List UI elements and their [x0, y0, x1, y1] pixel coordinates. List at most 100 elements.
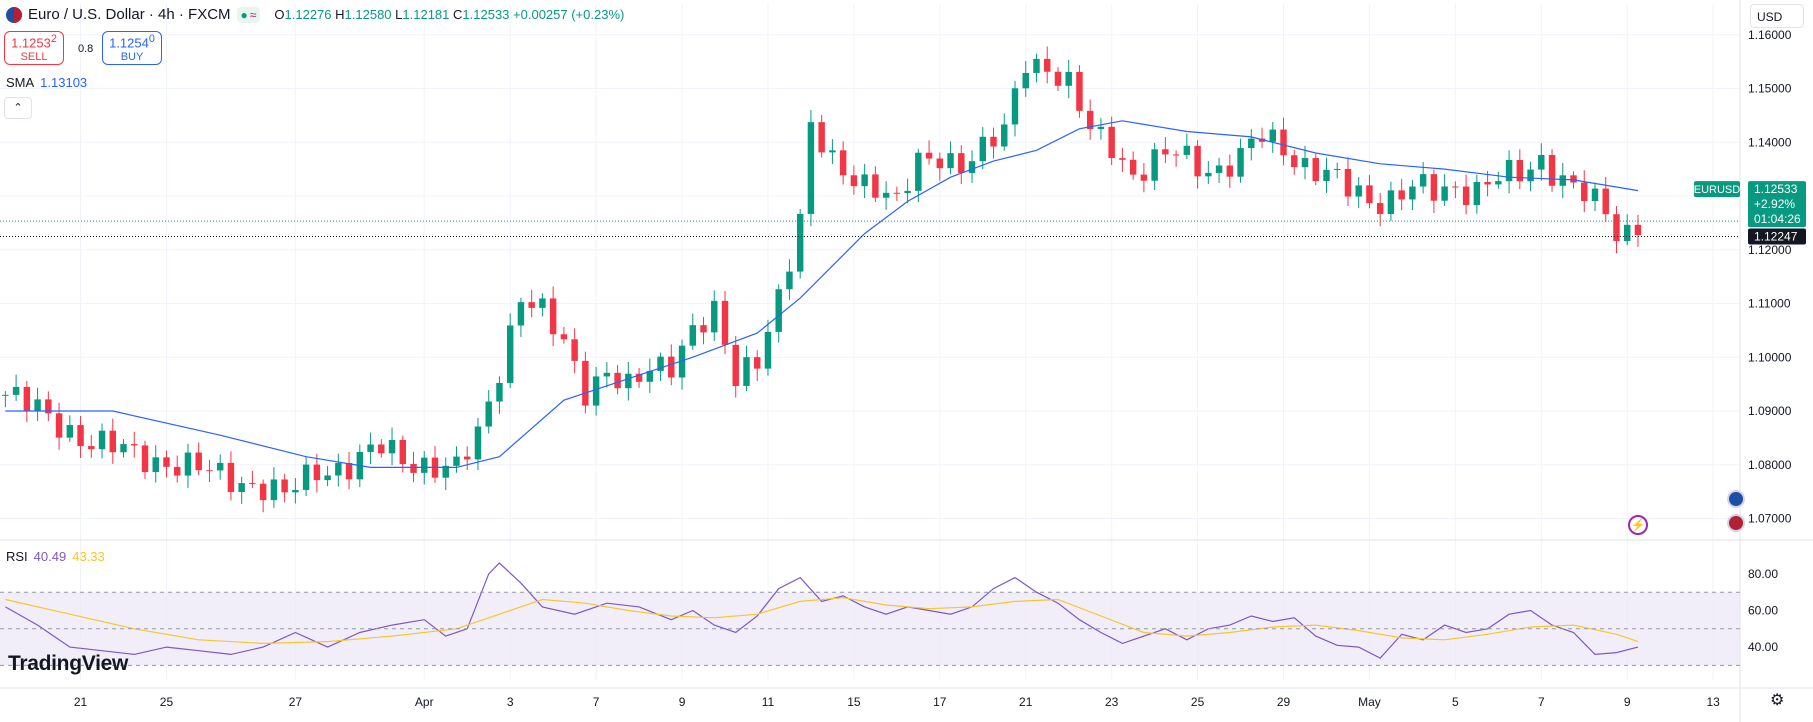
candle-body — [743, 357, 750, 386]
candle-body — [1044, 58, 1051, 72]
candle-body — [1183, 145, 1191, 155]
candle-body — [388, 439, 396, 454]
candle-body — [936, 158, 944, 169]
time-tick-label: 9 — [679, 695, 686, 709]
candle-body — [1355, 185, 1362, 197]
candle-body — [1119, 158, 1126, 160]
candle-body — [120, 444, 127, 453]
rsi-legend[interactable]: RSI 40.49 43.33 — [6, 549, 105, 564]
candle-body — [1033, 58, 1040, 73]
candle-body — [839, 150, 847, 176]
candle-body — [549, 298, 557, 335]
spread-value: 0.8 — [78, 43, 94, 55]
candle-body — [904, 190, 911, 194]
candle-body — [281, 479, 288, 493]
candle-body — [1516, 159, 1524, 182]
gear-icon[interactable]: ⚙ — [1770, 692, 1785, 709]
candle-body — [506, 325, 514, 383]
price-tick-label: 1.15000 — [1748, 82, 1792, 96]
candle-body — [1559, 175, 1566, 186]
candle-body — [1538, 155, 1545, 170]
candle-body — [1452, 186, 1459, 188]
candle-body — [614, 372, 621, 389]
currency-selector[interactable]: USD — [1750, 4, 1804, 28]
candle-body — [399, 439, 406, 464]
candle-body — [958, 153, 965, 173]
price-tick-label: 1.10000 — [1748, 350, 1792, 364]
price-tick-label: 1.14000 — [1748, 135, 1792, 149]
candle-body — [1581, 182, 1588, 202]
price-tags: EURUSD 1.12533+2.92%01:04:26 1.12247 — [0, 181, 1806, 245]
candle-body — [324, 475, 331, 481]
symbol-title[interactable]: Euro / U.S. Dollar · 4h · FXCM — [28, 6, 231, 23]
flash-icon[interactable]: ⚡ — [1628, 515, 1648, 535]
sell-button[interactable]: 1.12532 SELL — [4, 31, 64, 65]
candle-body — [216, 462, 224, 471]
candle-body — [1613, 214, 1620, 242]
last-price-tag-text: 1.12533 — [1754, 182, 1798, 196]
candle-body — [292, 489, 299, 493]
candle-body — [796, 213, 804, 272]
eu-event-icon[interactable] — [1727, 490, 1745, 508]
time-tick-label: 25 — [160, 695, 174, 709]
time-tick-label: 3 — [507, 695, 514, 709]
candle-body — [131, 444, 138, 446]
candle-body — [313, 464, 321, 481]
candle-body — [1591, 188, 1599, 202]
symbol-tag — [1694, 181, 1740, 198]
candle-body — [1430, 174, 1438, 201]
candle-body — [1054, 71, 1062, 86]
candle-body — [485, 401, 492, 427]
time-tick-label: 25 — [1191, 695, 1205, 709]
flag-icon — [6, 6, 22, 23]
candle-body — [1548, 155, 1556, 186]
candle-body — [646, 370, 654, 382]
candle-body — [517, 302, 525, 326]
symbol-tag-label: EURUSD — [1694, 184, 1741, 196]
time-tick-label: 7 — [1538, 695, 1545, 709]
candle-body — [528, 302, 535, 308]
candle-body — [582, 360, 589, 406]
candle-body — [635, 373, 643, 382]
candle-body — [818, 122, 825, 153]
candle-body — [1076, 71, 1083, 111]
time-tick-label: 17 — [933, 695, 947, 709]
candle-body — [195, 452, 202, 471]
ohlc-values: O1.12276 H1.12580 L1.12181 C1.12533 +0.0… — [274, 7, 625, 22]
time-tick-label: 11 — [762, 695, 775, 709]
candle-body — [249, 483, 256, 485]
candle-body — [915, 152, 922, 191]
candle-body — [1011, 88, 1019, 125]
candle-body — [1280, 129, 1287, 156]
candle-body — [474, 426, 482, 460]
candle-body — [378, 444, 385, 454]
candle-body — [496, 382, 503, 402]
chevron-up-icon[interactable]: ⌃ — [4, 97, 32, 119]
candle-body — [1022, 72, 1029, 89]
candle-body — [882, 192, 890, 198]
rsi-tick-label: 60.00 — [1748, 604, 1778, 618]
us-event-icon[interactable] — [1727, 514, 1745, 532]
candle-body — [560, 334, 568, 340]
time-tick-label: 13 — [1706, 695, 1720, 709]
sma-legend[interactable]: SMA 1.13103 — [6, 75, 88, 90]
candle-body — [700, 325, 707, 333]
crosshair-tag-label: 1.12247 — [1754, 229, 1798, 243]
rsi-tick-label: 40.00 — [1748, 640, 1778, 654]
buy-button[interactable]: 1.12540 BUY — [102, 31, 162, 65]
time-tick-label: Apr — [415, 695, 434, 709]
time-tick-label: 5 — [1452, 695, 1459, 709]
time-tick-label: 21 — [1019, 695, 1033, 709]
candle-body — [421, 457, 428, 473]
candle-body — [270, 479, 278, 501]
candle-body — [1215, 165, 1223, 173]
candle-body — [1194, 145, 1201, 177]
status-chip[interactable]: ● ≈ — [236, 6, 261, 23]
candle-body — [1505, 159, 1513, 182]
candle-body — [861, 174, 868, 187]
candle-body — [1624, 224, 1631, 242]
candle-body — [152, 457, 159, 473]
candle-body — [1323, 169, 1330, 182]
